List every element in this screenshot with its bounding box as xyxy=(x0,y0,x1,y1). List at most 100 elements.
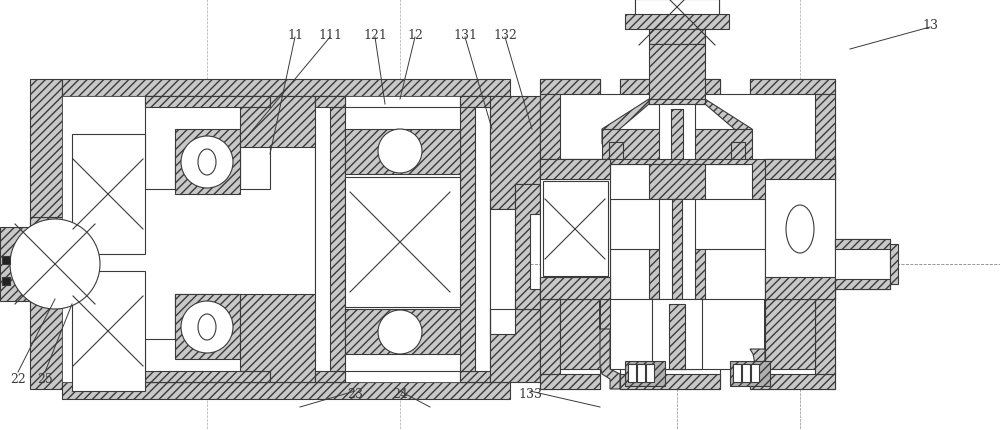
Polygon shape xyxy=(490,309,540,382)
Polygon shape xyxy=(560,160,815,200)
Bar xyxy=(765,200,815,369)
Bar xyxy=(610,299,765,369)
Bar xyxy=(628,364,636,382)
Polygon shape xyxy=(750,299,765,374)
Polygon shape xyxy=(540,160,610,180)
Polygon shape xyxy=(0,227,62,301)
Ellipse shape xyxy=(198,314,216,340)
Bar xyxy=(731,143,745,161)
Bar xyxy=(560,200,610,369)
Polygon shape xyxy=(602,100,649,144)
Bar xyxy=(625,361,665,386)
Bar xyxy=(742,364,750,382)
Polygon shape xyxy=(145,97,270,190)
Bar xyxy=(751,364,759,382)
Text: 111: 111 xyxy=(318,29,342,42)
Polygon shape xyxy=(540,299,560,374)
Bar xyxy=(659,200,695,299)
Polygon shape xyxy=(540,95,560,160)
Text: 121: 121 xyxy=(363,29,387,42)
Bar xyxy=(610,200,765,249)
Bar xyxy=(62,80,510,97)
Polygon shape xyxy=(649,100,705,105)
Bar xyxy=(669,304,685,369)
Bar xyxy=(62,382,510,399)
Bar xyxy=(649,30,705,45)
Bar xyxy=(345,178,460,307)
Bar xyxy=(609,143,623,161)
Circle shape xyxy=(378,130,422,174)
Text: 25: 25 xyxy=(37,372,53,385)
Polygon shape xyxy=(30,301,62,311)
Text: 132: 132 xyxy=(493,29,517,42)
Polygon shape xyxy=(145,97,270,108)
Polygon shape xyxy=(625,0,729,30)
Polygon shape xyxy=(765,277,835,299)
Polygon shape xyxy=(705,100,752,144)
Polygon shape xyxy=(600,299,620,389)
Bar xyxy=(345,130,460,175)
Polygon shape xyxy=(765,160,835,299)
Polygon shape xyxy=(815,95,835,240)
Bar xyxy=(646,364,654,382)
Bar xyxy=(72,135,145,255)
Bar xyxy=(659,105,695,165)
Bar xyxy=(330,108,345,371)
Polygon shape xyxy=(460,371,490,382)
Polygon shape xyxy=(460,97,490,108)
Bar xyxy=(2,277,10,286)
Polygon shape xyxy=(620,80,720,95)
Circle shape xyxy=(10,219,100,309)
Bar xyxy=(730,361,770,386)
Text: 133: 133 xyxy=(518,387,542,400)
Polygon shape xyxy=(815,284,835,374)
Bar xyxy=(345,309,460,354)
Polygon shape xyxy=(515,184,540,309)
Bar xyxy=(175,294,240,359)
Polygon shape xyxy=(490,209,515,309)
Polygon shape xyxy=(620,374,720,389)
Bar xyxy=(637,364,645,382)
Polygon shape xyxy=(540,160,610,299)
Text: 131: 131 xyxy=(453,29,477,42)
Polygon shape xyxy=(540,277,610,299)
Bar xyxy=(2,256,10,264)
Text: 12: 12 xyxy=(407,29,423,42)
Polygon shape xyxy=(490,97,540,209)
Polygon shape xyxy=(835,240,890,249)
Bar xyxy=(62,97,520,382)
Bar xyxy=(460,108,475,371)
Bar xyxy=(72,271,145,391)
Polygon shape xyxy=(30,218,62,227)
Bar xyxy=(890,244,898,284)
Ellipse shape xyxy=(786,206,814,253)
Ellipse shape xyxy=(198,150,216,175)
Bar xyxy=(652,299,702,369)
Polygon shape xyxy=(540,80,835,389)
Polygon shape xyxy=(540,80,600,95)
Polygon shape xyxy=(750,374,835,389)
Circle shape xyxy=(181,301,233,353)
Polygon shape xyxy=(315,371,345,382)
Polygon shape xyxy=(30,218,70,389)
Text: 11: 11 xyxy=(287,29,303,42)
Text: 23: 23 xyxy=(347,387,363,400)
Polygon shape xyxy=(145,294,270,382)
Bar xyxy=(672,200,682,299)
Polygon shape xyxy=(765,160,835,180)
Polygon shape xyxy=(315,97,490,382)
Polygon shape xyxy=(30,80,62,218)
Text: 13: 13 xyxy=(922,19,938,32)
Bar xyxy=(175,130,240,194)
Polygon shape xyxy=(602,130,752,165)
Text: 24: 24 xyxy=(392,387,408,400)
Bar xyxy=(671,110,683,165)
Bar xyxy=(543,181,608,276)
Circle shape xyxy=(378,310,422,354)
Bar xyxy=(649,45,705,105)
Polygon shape xyxy=(240,168,330,382)
Polygon shape xyxy=(315,97,345,108)
Bar xyxy=(835,240,890,289)
Polygon shape xyxy=(835,280,890,289)
Polygon shape xyxy=(750,80,835,95)
